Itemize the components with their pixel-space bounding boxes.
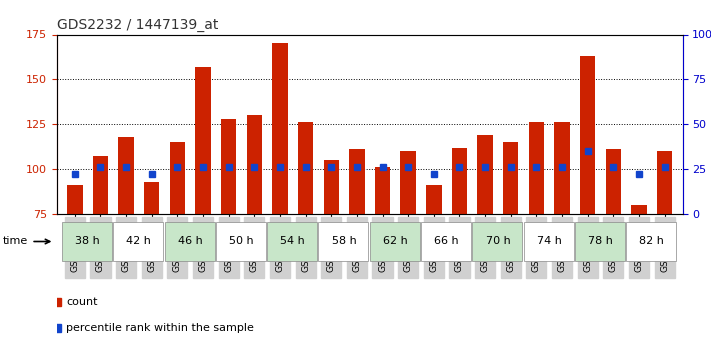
Text: 82 h: 82 h xyxy=(639,237,664,246)
Bar xyxy=(298,122,314,214)
Bar xyxy=(580,56,595,214)
Bar xyxy=(67,185,82,214)
Bar xyxy=(170,142,185,214)
FancyBboxPatch shape xyxy=(62,221,112,262)
Bar xyxy=(196,67,210,214)
Bar xyxy=(349,149,365,214)
FancyBboxPatch shape xyxy=(267,221,317,262)
Bar xyxy=(375,167,390,214)
Text: percentile rank within the sample: percentile rank within the sample xyxy=(66,323,254,333)
Bar xyxy=(272,43,288,214)
Bar xyxy=(657,151,673,214)
Text: 70 h: 70 h xyxy=(486,237,510,246)
Text: 66 h: 66 h xyxy=(434,237,459,246)
Text: 78 h: 78 h xyxy=(588,237,613,246)
FancyBboxPatch shape xyxy=(164,221,215,262)
Bar xyxy=(119,137,134,214)
Bar xyxy=(400,151,416,214)
FancyBboxPatch shape xyxy=(421,221,471,262)
Bar xyxy=(503,142,518,214)
Bar xyxy=(92,157,108,214)
FancyBboxPatch shape xyxy=(216,221,266,262)
Bar xyxy=(324,160,339,214)
Text: 74 h: 74 h xyxy=(537,237,562,246)
Bar xyxy=(606,149,621,214)
Text: 42 h: 42 h xyxy=(127,237,151,246)
FancyBboxPatch shape xyxy=(523,221,574,262)
Bar xyxy=(221,119,236,214)
Text: 50 h: 50 h xyxy=(229,237,254,246)
FancyBboxPatch shape xyxy=(472,221,523,262)
Bar xyxy=(247,115,262,214)
FancyBboxPatch shape xyxy=(575,221,625,262)
Text: 46 h: 46 h xyxy=(178,237,203,246)
Text: count: count xyxy=(66,297,98,307)
Text: GDS2232 / 1447139_at: GDS2232 / 1447139_at xyxy=(57,18,218,32)
Bar xyxy=(555,122,570,214)
Bar xyxy=(144,181,159,214)
FancyBboxPatch shape xyxy=(626,221,676,262)
Bar xyxy=(477,135,493,214)
FancyBboxPatch shape xyxy=(319,221,368,262)
Text: time: time xyxy=(4,237,50,246)
Text: 54 h: 54 h xyxy=(280,237,305,246)
Text: 62 h: 62 h xyxy=(383,237,407,246)
Bar xyxy=(631,205,647,214)
Bar xyxy=(426,185,442,214)
Bar xyxy=(451,148,467,214)
FancyBboxPatch shape xyxy=(370,221,419,262)
FancyBboxPatch shape xyxy=(113,221,164,262)
Bar xyxy=(529,122,544,214)
Text: 38 h: 38 h xyxy=(75,237,100,246)
Text: 58 h: 58 h xyxy=(332,237,356,246)
